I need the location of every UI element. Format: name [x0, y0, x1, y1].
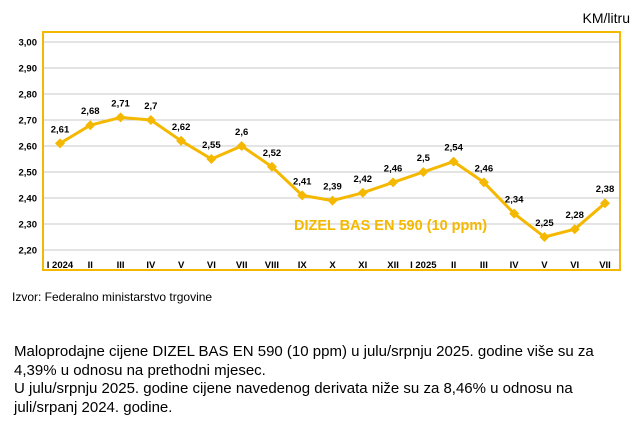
- x-tick-label: VIII: [265, 260, 279, 271]
- y-tick-label: 2,50: [19, 168, 38, 179]
- x-tick-label: VI: [207, 260, 216, 271]
- data-label: 2,34: [505, 195, 524, 206]
- data-label: 2,68: [81, 106, 100, 117]
- y-tick-label: 2,90: [19, 64, 38, 75]
- data-label: 2,6: [235, 127, 248, 138]
- data-label: 2,46: [384, 163, 403, 174]
- unit-label: KM/litru: [582, 10, 630, 26]
- data-label: 2,46: [475, 163, 494, 174]
- x-tick-label: X: [329, 260, 336, 271]
- data-point: [236, 141, 247, 151]
- y-tick-label: 2,80: [19, 90, 38, 101]
- data-point: [176, 135, 187, 146]
- x-tick-label: V: [541, 260, 548, 271]
- data-point: [266, 161, 277, 172]
- y-tick-label: 2,30: [19, 220, 38, 231]
- x-tick-label: IV: [510, 260, 520, 271]
- y-tick-label: 2,20: [19, 246, 38, 257]
- data-point: [600, 198, 610, 209]
- data-label: 2,54: [444, 143, 463, 154]
- data-label: 2,28: [565, 210, 584, 221]
- x-tick-label: VII: [599, 260, 611, 271]
- x-tick-label: VII: [236, 260, 248, 271]
- data-point: [55, 138, 65, 149]
- x-tick-label: IX: [298, 260, 308, 271]
- data-label: 2,41: [293, 176, 312, 187]
- series-label: DIZEL BAS EN 590 (10 ppm): [294, 218, 487, 234]
- x-tick-label: II: [88, 260, 93, 271]
- data-point: [478, 177, 489, 188]
- data-point: [357, 187, 368, 198]
- x-tick-label: II: [451, 260, 456, 271]
- x-tick-label: I 2024: [47, 260, 74, 271]
- y-tick-label: 2,70: [19, 116, 38, 127]
- data-point: [418, 167, 429, 177]
- y-tick-label: 3,00: [19, 38, 38, 49]
- data-label: 2,52: [263, 148, 282, 159]
- data-label: 2,61: [51, 124, 70, 135]
- data-label: 2,7: [144, 101, 157, 112]
- x-tick-label: III: [117, 260, 125, 271]
- data-point: [448, 156, 459, 167]
- y-tick-label: 2,60: [19, 142, 38, 153]
- data-point: [85, 120, 96, 131]
- x-tick-label: VI: [570, 260, 579, 271]
- x-tick-label: XI: [358, 260, 367, 271]
- data-point: [509, 208, 520, 219]
- data-label: 2,42: [354, 174, 373, 185]
- data-point: [297, 190, 308, 201]
- data-label: 2,25: [535, 218, 554, 229]
- data-label: 2,38: [596, 184, 615, 195]
- data-label: 2,55: [202, 140, 221, 151]
- y-tick-label: 2,40: [19, 194, 38, 205]
- summary-text: Maloprodajne cijene DIZEL BAS EN 590 (10…: [14, 343, 626, 417]
- data-point: [115, 112, 126, 123]
- x-tick-label: XII: [387, 260, 399, 271]
- x-tick-label: IV: [146, 260, 156, 271]
- data-label: 2,39: [323, 182, 342, 193]
- data-point: [539, 232, 550, 242]
- data-point: [327, 195, 338, 206]
- data-label: 2,5: [417, 153, 431, 164]
- data-point: [569, 224, 580, 235]
- x-tick-label: III: [480, 260, 488, 271]
- price-line-chart: 3,00 2,90 2,80 2,70 2,60 2,50 2,40 2,30 2,20 I 2…: [19, 31, 621, 271]
- x-tick-label: I 2025: [410, 260, 437, 271]
- x-tick-label: V: [178, 260, 185, 271]
- data-point: [388, 177, 399, 188]
- summary-line-2: U julu/srpnju 2025. godine cijene navede…: [14, 380, 573, 416]
- chart-frame: [42, 31, 621, 271]
- source-note: Izvor: Federalno ministarstvo trgovine: [12, 290, 213, 304]
- data-label: 2,71: [111, 98, 130, 109]
- data-point: [206, 154, 217, 164]
- summary-line-1: Maloprodajne cijene DIZEL BAS EN 590 (10…: [14, 343, 594, 379]
- data-point: [145, 115, 156, 125]
- data-label: 2,62: [172, 122, 191, 133]
